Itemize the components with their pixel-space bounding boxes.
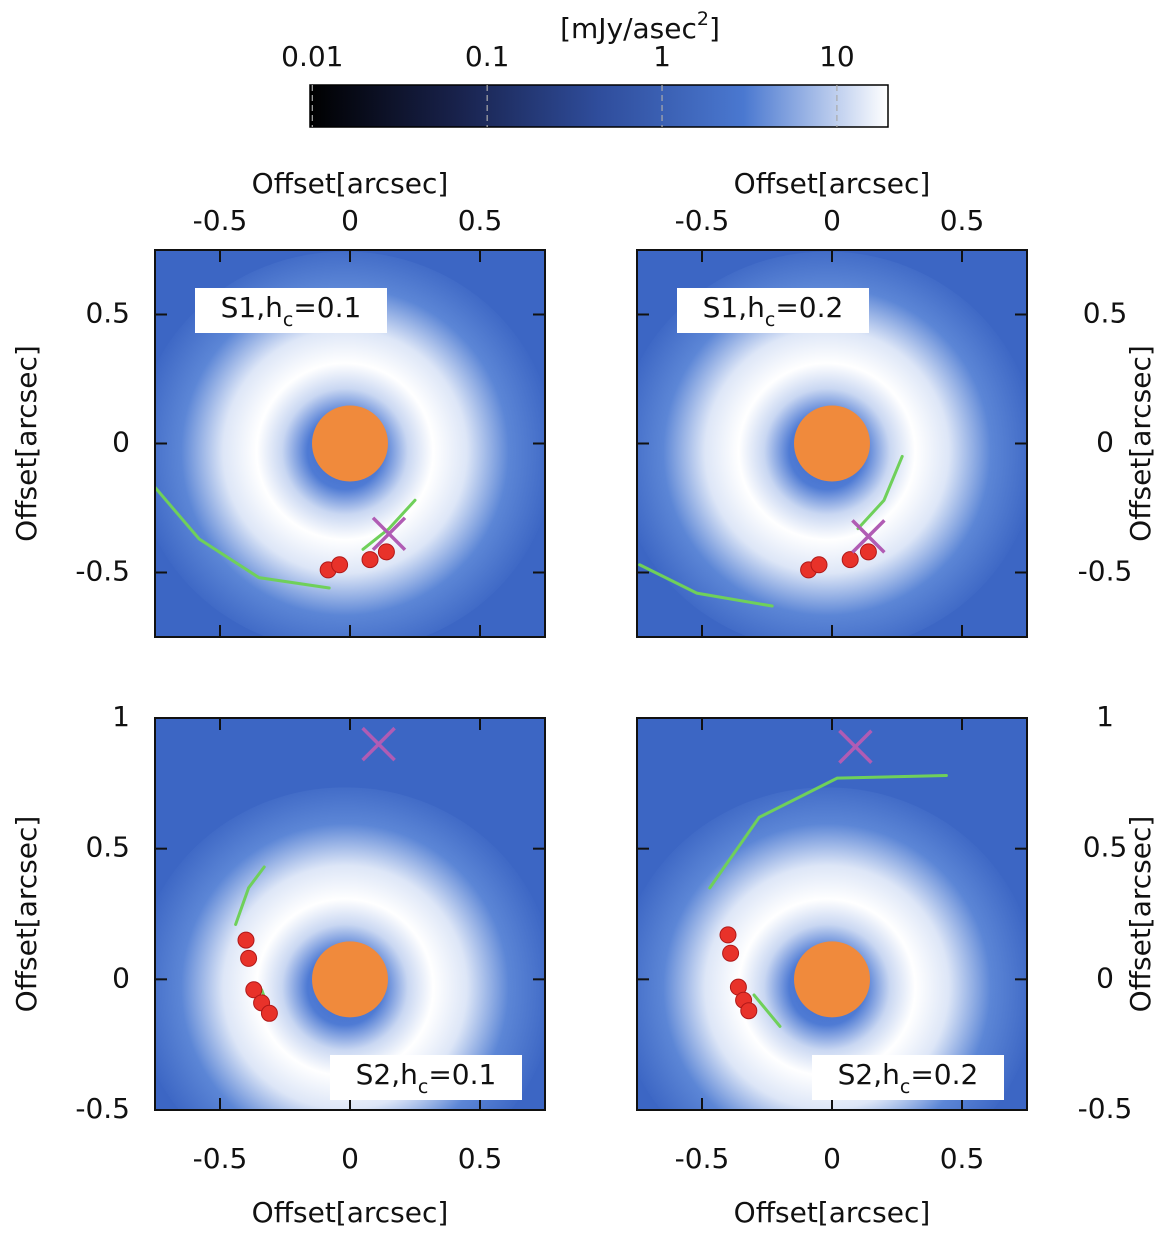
- x-tick-label: 0: [341, 204, 359, 237]
- y-tick-label: 1: [1096, 700, 1114, 733]
- observed-point: [261, 1005, 277, 1021]
- observed-point: [741, 1003, 757, 1019]
- x-axis-label: Offset[arcsec]: [252, 167, 449, 200]
- y-tick-label: -0.5: [75, 555, 130, 588]
- y-tick-label: 0.5: [85, 831, 130, 864]
- y-tick-label: 0: [112, 426, 130, 459]
- colorbar-tick-label: 0.1: [465, 40, 510, 73]
- panel-label-part: c: [283, 309, 293, 331]
- observed-point: [860, 544, 876, 560]
- coronagraph-mask: [794, 941, 870, 1017]
- x-tick-label: 0: [823, 1142, 841, 1175]
- x-tick-label: 0: [823, 204, 841, 237]
- observed-point: [842, 552, 858, 568]
- y-tick-label: 0: [1096, 426, 1114, 459]
- observed-point: [362, 552, 378, 568]
- y-tick-label: 0.5: [85, 297, 130, 330]
- x-tick-label: 0.5: [458, 1142, 503, 1175]
- y-axis-label: Offset[arcsec]: [10, 816, 43, 1013]
- figure: 0.010.1110[mJy/asec2]-0.500.5-0.500.5Off…: [0, 0, 1169, 1234]
- image-panel: [617, 718, 1037, 1187]
- colorbar-label-part: ]: [709, 12, 720, 45]
- coronagraph-mask: [312, 941, 388, 1017]
- x-tick-label: -0.5: [675, 1142, 730, 1175]
- y-axis-label: Offset[arcsec]: [10, 345, 43, 542]
- y-axis-label: Offset[arcsec]: [1124, 345, 1157, 542]
- observed-point: [241, 950, 257, 966]
- x-tick-label: 0.5: [940, 1142, 985, 1175]
- observed-point: [378, 544, 394, 560]
- colorbar-label: [mJy/asec2]: [560, 8, 720, 46]
- colorbar: [310, 85, 888, 127]
- coronagraph-mask: [794, 406, 870, 482]
- image-panel: [135, 718, 555, 1187]
- x-axis-label: Offset[arcsec]: [734, 167, 931, 200]
- y-tick-label: 0: [1096, 961, 1114, 994]
- colorbar-label-part: 2: [697, 8, 709, 30]
- observed-point: [723, 945, 739, 961]
- panel-label-part: =0.2: [910, 1058, 978, 1091]
- panel-label-part: =0.1: [428, 1058, 496, 1091]
- x-axis-label: Offset[arcsec]: [252, 1196, 449, 1229]
- x-axis-label: Offset[arcsec]: [734, 1196, 931, 1229]
- y-tick-label: -0.5: [1078, 555, 1133, 588]
- observed-point: [720, 927, 736, 943]
- colorbar-label-part: [mJy/asec: [560, 12, 697, 45]
- panel-label-part: S1,h: [221, 291, 283, 324]
- panel-label-part: S2,h: [356, 1058, 418, 1091]
- x-tick-label: 0.5: [940, 204, 985, 237]
- y-axis-label: Offset[arcsec]: [1124, 816, 1157, 1013]
- panel-label-part: =0.1: [293, 291, 361, 324]
- y-tick-label: 1: [112, 700, 130, 733]
- panel-label-part: c: [900, 1076, 910, 1098]
- x-tick-label: -0.5: [675, 204, 730, 237]
- x-tick-label: 0: [341, 1142, 359, 1175]
- x-tick-label: -0.5: [193, 1142, 248, 1175]
- y-tick-label: -0.5: [1078, 1092, 1133, 1125]
- observed-point: [811, 557, 827, 573]
- x-tick-label: -0.5: [193, 204, 248, 237]
- y-tick-label: 0: [112, 961, 130, 994]
- panel-label-part: c: [765, 309, 775, 331]
- y-tick-label: 0.5: [1083, 297, 1128, 330]
- y-tick-label: 0.5: [1083, 831, 1128, 864]
- panel-label-part: c: [418, 1076, 428, 1098]
- panel-label-part: =0.2: [775, 291, 843, 324]
- panel-label-part: S1,h: [703, 291, 765, 324]
- observed-point: [238, 932, 254, 948]
- coronagraph-mask: [312, 406, 388, 482]
- y-tick-label: -0.5: [75, 1092, 130, 1125]
- observed-point: [332, 557, 348, 573]
- colorbar-tick-label: 10: [819, 40, 855, 73]
- colorbar-tick-label: 0.01: [281, 40, 343, 73]
- x-tick-label: 0.5: [458, 204, 503, 237]
- panel-label-part: S2,h: [838, 1058, 900, 1091]
